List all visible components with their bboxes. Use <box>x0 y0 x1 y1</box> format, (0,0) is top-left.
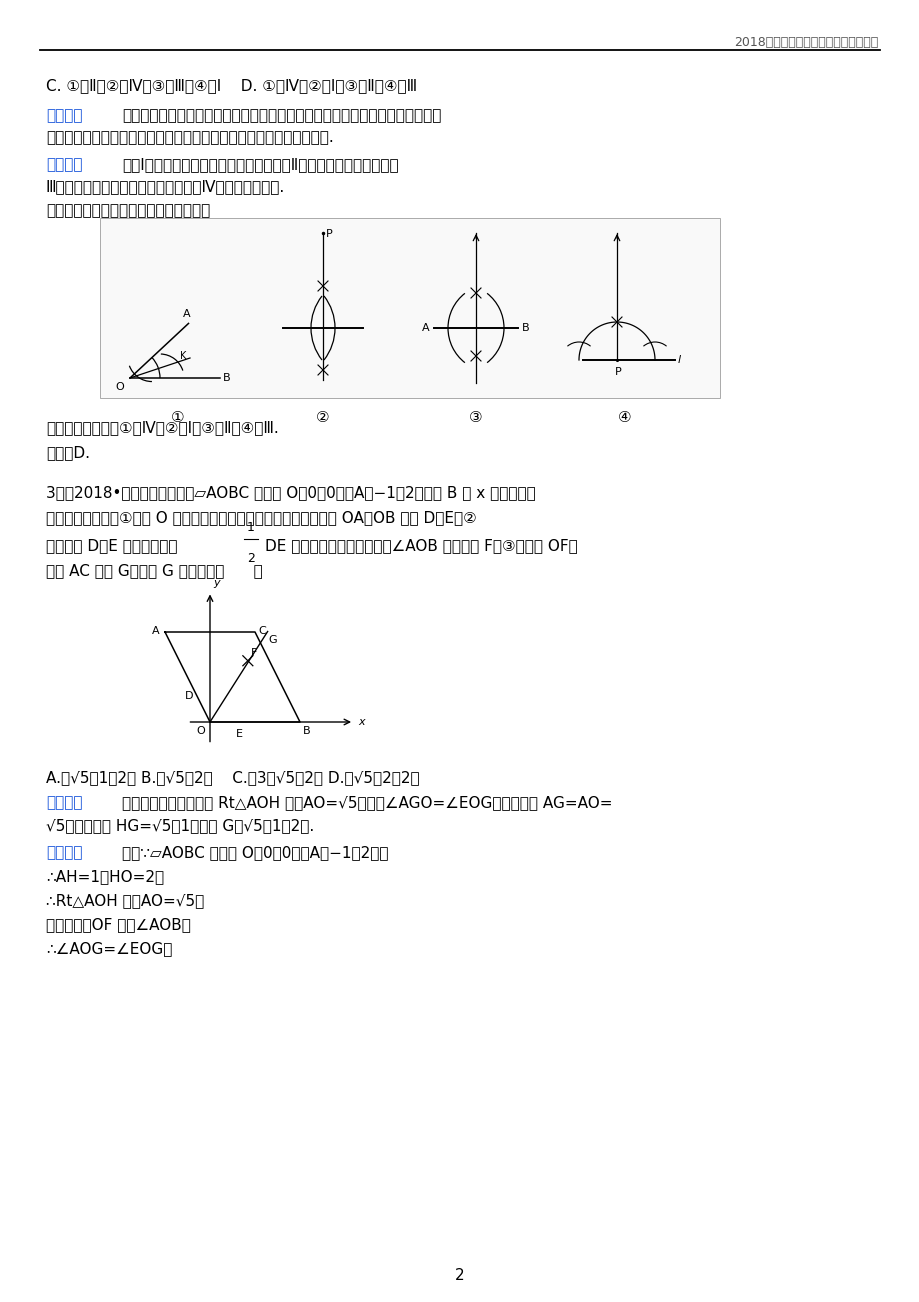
Text: A: A <box>183 310 190 319</box>
Text: 【解答】: 【解答】 <box>46 845 83 861</box>
Text: DE 的长为半径作弧，两弧在∠AOB 内交于点 F；③作射线 OF，: DE 的长为半径作弧，两弧在∠AOB 内交于点 F；③作射线 OF， <box>265 538 577 553</box>
Text: F: F <box>251 648 257 658</box>
Text: 则正确的配对是：①－Ⅳ，②－Ⅰ，③－Ⅱ，④－Ⅲ.: 则正确的配对是：①－Ⅳ，②－Ⅰ，③－Ⅱ，④－Ⅲ. <box>46 421 278 435</box>
Text: D: D <box>184 691 193 700</box>
Text: ∴∠AOG=∠EOG，: ∴∠AOG=∠EOG， <box>46 941 172 956</box>
Text: 3．（2018•河南）如图，已知▱AOBC 的顶点 O（0，0），A（−1，2），点 B 在 x 轴正半轴上: 3．（2018•河南）如图，已知▱AOBC 的顶点 O（0，0），A（−1，2）… <box>46 486 535 500</box>
Text: G: G <box>268 635 277 644</box>
Text: P: P <box>614 367 620 378</box>
Text: 解：∵▱AOBC 的顶点 O（0，0），A（−1，2），: 解：∵▱AOBC 的顶点 O（0，0），A（−1，2）， <box>122 845 388 861</box>
Text: C. ①－Ⅱ，②－Ⅳ，③－Ⅲ，④－Ⅰ    D. ①－Ⅳ，②－Ⅰ，③－Ⅱ，④－Ⅲ: C. ①－Ⅱ，②－Ⅳ，③－Ⅲ，④－Ⅰ D. ①－Ⅳ，②－Ⅰ，③－Ⅱ，④－Ⅲ <box>46 78 416 92</box>
Text: y: y <box>213 578 220 589</box>
Text: 交边 AC 于点 G，则点 G 的坐标为（      ）: 交边 AC 于点 G，则点 G 的坐标为（ ） <box>46 562 263 578</box>
Text: A: A <box>153 626 160 635</box>
Text: 分别以点 D，E 为圆心，大于: 分别以点 D，E 为圆心，大于 <box>46 538 177 553</box>
Text: C: C <box>257 626 266 635</box>
Text: O: O <box>196 727 205 736</box>
Text: √5，进而得出 HG=√5－1，可得 G（√5－1，2）.: √5，进而得出 HG=√5－1，可得 G（√5－1，2）. <box>46 818 314 833</box>
Text: E: E <box>235 729 243 740</box>
Text: ∴AH=1，HO=2，: ∴AH=1，HO=2， <box>46 868 164 884</box>
Text: ①: ① <box>171 410 185 424</box>
Text: K: K <box>180 352 187 361</box>
Text: ∴Rt△AOH 中，AO=√5，: ∴Rt△AOH 中，AO=√5， <box>46 893 204 907</box>
Text: ②: ② <box>316 410 329 424</box>
Text: 【解答】: 【解答】 <box>46 158 83 172</box>
Bar <box>100 217 720 398</box>
Text: B: B <box>222 372 231 383</box>
Text: 解：Ⅰ、过直线外一点作这条直线的垂线；Ⅱ、作线段的垂直平分线；: 解：Ⅰ、过直线外一点作这条直线的垂线；Ⅱ、作线段的垂直平分线； <box>122 158 398 172</box>
Text: ④: ④ <box>618 410 631 424</box>
Text: 故选：D.: 故选：D. <box>46 445 90 460</box>
Text: 2018年中考数学试题分类汇编考点解析: 2018年中考数学试题分类汇编考点解析 <box>733 36 877 49</box>
Text: 分别利用过直线外一点作这条直线的垂线作法以及线段垂直平分线的作法和过直: 分别利用过直线外一点作这条直线的垂线作法以及线段垂直平分线的作法和过直 <box>122 108 441 122</box>
Text: A: A <box>422 323 429 333</box>
Text: 【分析】: 【分析】 <box>46 796 83 810</box>
Text: l: l <box>677 355 680 365</box>
Text: Ⅲ、过直线上一点作这条直线的垂线；Ⅳ、作角的平分线.: Ⅲ、过直线上一点作这条直线的垂线；Ⅳ、作角的平分线. <box>46 178 285 194</box>
Text: 按以下步骤作图：①以点 O 为圆心，适当长度为半径作弧，分别交边 OA，OB 于点 D，E；②: 按以下步骤作图：①以点 O 为圆心，适当长度为半径作弧，分别交边 OA，OB 于… <box>46 510 476 525</box>
Text: 线上一点作这条直线的垂线、角平分线的作法分别得出符合题意的答案.: 线上一点作这条直线的垂线、角平分线的作法分别得出符合题意的答案. <box>46 130 334 145</box>
Text: 如图是按上述要求排乱顺序的尺规作图：: 如图是按上述要求排乱顺序的尺规作图： <box>46 203 210 217</box>
Text: B: B <box>302 727 311 736</box>
Text: P: P <box>325 229 333 240</box>
Text: 由题可得，OF 平分∠AOB，: 由题可得，OF 平分∠AOB， <box>46 917 190 932</box>
Text: O: O <box>115 381 124 392</box>
Text: 2: 2 <box>455 1268 464 1282</box>
Text: 依据勾股定理即可得到 Rt△AOH 中，AO=√5，依据∠AGO=∠EOG，即可得到 AG=AO=: 依据勾股定理即可得到 Rt△AOH 中，AO=√5，依据∠AGO=∠EOG，即可… <box>122 796 612 810</box>
Text: x: x <box>357 717 364 727</box>
Text: 1: 1 <box>247 521 255 534</box>
Text: 2: 2 <box>247 552 255 565</box>
Text: ③: ③ <box>469 410 482 424</box>
Text: B: B <box>521 323 529 333</box>
Text: 【分析】: 【分析】 <box>46 108 83 122</box>
Text: A.（√5－1，2） B.（√5，2）    C.（3－√5，2） D.（√5－2，2）: A.（√5－1，2） B.（√5，2） C.（3－√5，2） D.（√5－2，2… <box>46 769 419 785</box>
